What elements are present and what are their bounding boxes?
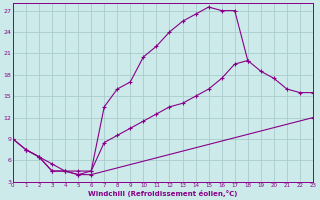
X-axis label: Windchill (Refroidissement éolien,°C): Windchill (Refroidissement éolien,°C) [88, 190, 238, 197]
